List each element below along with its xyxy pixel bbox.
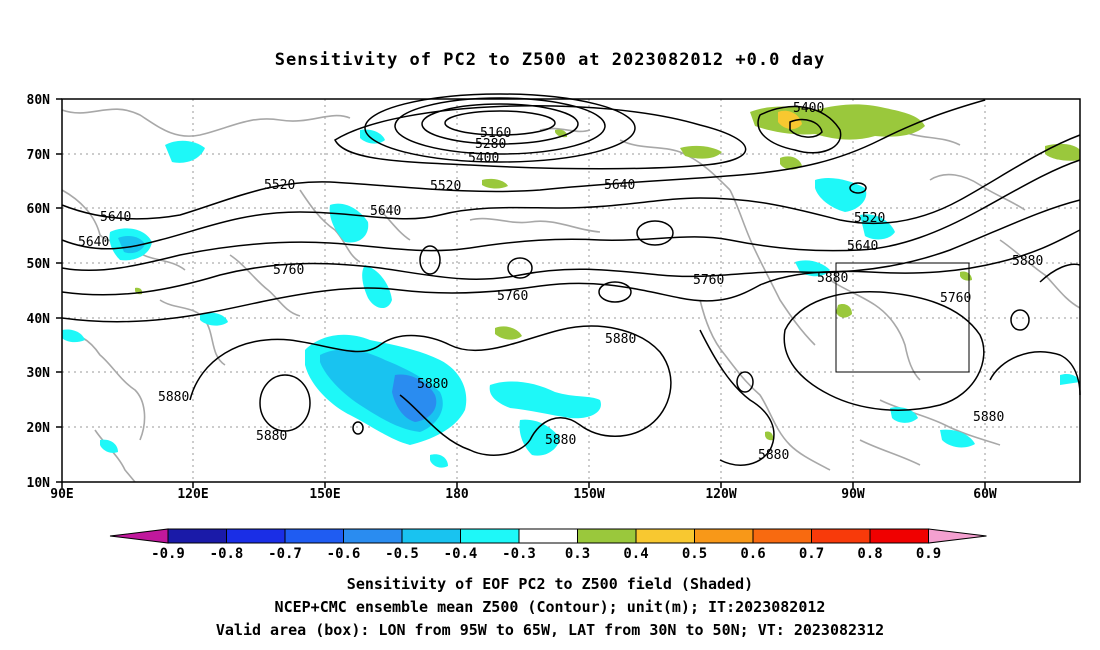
map-panel: 5160 5280 5400 5400 5520 5520 5520 5640 … (56, 93, 1081, 488)
caption-shading: Sensitivity of EOF PC2 to Z500 field (Sh… (346, 575, 754, 593)
caption-contour: NCEP+CMC ensemble mean Z500 (Contour); u… (274, 598, 826, 616)
lat-label: 40N (27, 312, 51, 327)
colorbar: -0.9 -0.8 -0.7 -0.6 -0.5 -0.4 -0.3 0.3 0.4 0.5 0.6… (109, 528, 987, 562)
lon-label: 150W (573, 487, 604, 502)
contour-label: 5880 (158, 390, 189, 405)
contour-label: 5880 (973, 410, 1004, 425)
contour-label: 5880 (758, 448, 789, 463)
colorbar-swatch (343, 528, 403, 544)
colorbar-label: -0.3 (502, 546, 536, 562)
colorbar-label: 0.8 (857, 546, 882, 562)
contour-label: 5760 (940, 291, 971, 306)
contour-label: 5280 (475, 137, 506, 152)
colorbar-swatch (752, 528, 812, 544)
contour-labels: 5160 5280 5400 5400 5520 5520 5520 5640 … (78, 101, 1043, 463)
colorbar-label: 0.6 (740, 546, 765, 562)
contour-label: 5880 (256, 429, 287, 444)
contour-label: 5640 (100, 210, 131, 225)
contour-label: 5640 (604, 178, 635, 193)
contour-label: 5880 (545, 433, 576, 448)
colorbar-swatch (635, 528, 695, 544)
map-title: Sensitivity of PC2 to Z500 at 2023082012… (274, 50, 826, 70)
lat-label: 50N (27, 257, 51, 272)
contour-label: 5760 (497, 289, 528, 304)
gridlines (62, 99, 1080, 482)
contour-label: 5520 (264, 178, 295, 193)
colorbar-label: -0.6 (327, 546, 361, 562)
colorbar-label: 0.4 (623, 546, 648, 562)
lon-label: 90E (50, 487, 73, 502)
colorbar-right-arrow (928, 528, 987, 544)
contour-label: 5760 (273, 263, 304, 278)
colorbar-label: -0.9 (151, 546, 185, 562)
colorbar-swatch (694, 528, 754, 544)
contour-label: 5880 (817, 271, 848, 286)
lat-label: 60N (27, 202, 51, 217)
lat-label: 10N (27, 476, 51, 491)
colorbar-label: 0.5 (682, 546, 707, 562)
lon-label: 60W (973, 487, 997, 502)
colorbar-label: -0.5 (385, 546, 419, 562)
colorbar-left-arrow (109, 528, 169, 544)
tick-marks (56, 98, 986, 488)
lat-label: 70N (27, 148, 51, 163)
contour-label: 5640 (370, 204, 401, 219)
colorbar-swatch (167, 528, 227, 544)
z500-contours (61, 93, 1081, 466)
colorbar-swatch (869, 528, 929, 544)
caption-valid-area: Valid area (box): LON from 95W to 65W, L… (215, 621, 885, 639)
colorbar-label: -0.8 (210, 546, 244, 562)
contour-label: 5520 (854, 211, 885, 226)
colorbar-swatch (811, 528, 871, 544)
lon-label: 150E (309, 487, 340, 502)
lon-label: 120W (705, 487, 736, 502)
colorbar-swatch (226, 528, 286, 544)
contour-label: 5880 (1012, 254, 1043, 269)
contour-label: 5640 (847, 239, 878, 254)
colorbar-swatch (460, 528, 520, 544)
contour-label: 5400 (793, 101, 824, 116)
colorbar-swatch (401, 528, 461, 544)
colorbar-swatch (518, 528, 578, 544)
lat-label: 20N (27, 421, 51, 436)
longitude-labels: 90E 120E 150E 180 150W 120W 90W 60W (50, 487, 997, 502)
lat-label: 80N (27, 93, 51, 108)
contour-label: 5880 (605, 332, 636, 347)
colorbar-label: -0.7 (268, 546, 302, 562)
colorbar-swatch (284, 528, 344, 544)
lat-label: 30N (27, 366, 51, 381)
colorbar-swatch (577, 528, 637, 544)
colorbar-label: 0.7 (799, 546, 824, 562)
contour-label: 5520 (430, 179, 461, 194)
lon-label: 180 (445, 487, 469, 502)
valid-area-box (835, 262, 970, 373)
contour-label: 5880 (417, 377, 448, 392)
lon-label: 90W (841, 487, 865, 502)
colorbar-label: 0.9 (916, 546, 941, 562)
contour-label: 5640 (78, 235, 109, 250)
contour-label: 5760 (693, 273, 724, 288)
colorbar-label: 0.3 (565, 546, 590, 562)
contour-label: 5160 (480, 126, 511, 141)
shading (62, 104, 1080, 468)
contour-label: 5400 (468, 151, 499, 166)
lon-label: 120E (177, 487, 208, 502)
latitude-labels: 80N 70N 60N 50N 40N 30N 20N 10N (27, 93, 51, 491)
colorbar-label: -0.4 (444, 546, 478, 562)
